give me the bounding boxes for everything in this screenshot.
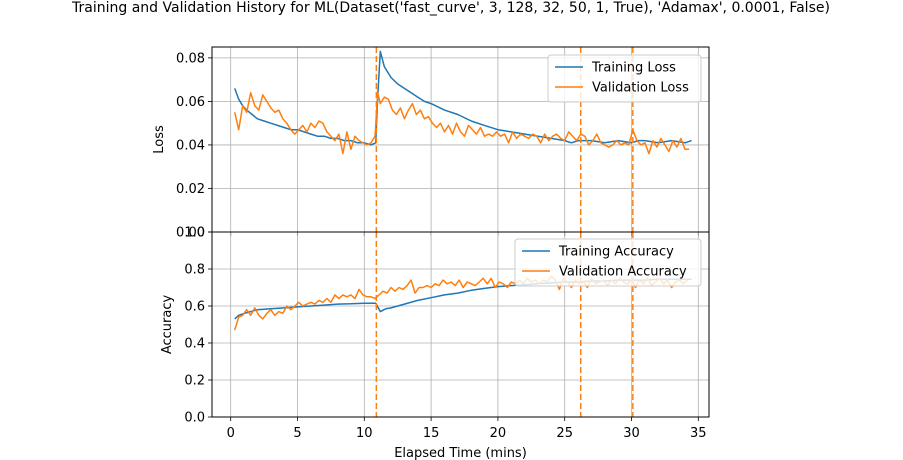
x-tick-label: 5 <box>293 426 301 441</box>
x-tick-label: 30 <box>623 426 640 441</box>
legend-label: Training Accuracy <box>558 245 674 260</box>
y-tick-label: 0.0 <box>184 411 205 426</box>
chart-title: Training and Validation History for ML(D… <box>71 0 830 16</box>
x-axis-label: Elapsed Time (mins) <box>394 446 527 460</box>
y-tick-label: 0.4 <box>184 337 205 352</box>
legend-label: Validation Accuracy <box>559 265 687 280</box>
x-tick-label: 20 <box>490 426 507 441</box>
legend-box <box>514 238 702 287</box>
x-tick-label: 25 <box>556 426 573 441</box>
x-tick-label: 15 <box>423 426 440 441</box>
training-loss-line <box>233 50 692 146</box>
loss-panel: 0.00 0.02 0.04 0.06 0.08 Loss Training Loss Val… <box>152 46 710 241</box>
y-tick-label: 0.08 <box>176 51 205 66</box>
y-tick-label: 0.00 <box>176 226 205 241</box>
legend-box <box>547 54 702 103</box>
y-tick-label: 0.02 <box>176 182 205 197</box>
y-tick-label: 1.0 <box>184 226 205 241</box>
axes-frame <box>211 231 710 418</box>
y-tick-label: 0.04 <box>176 138 205 153</box>
y-tick-label: 0.2 <box>184 374 205 389</box>
legend-label: Training Loss <box>591 61 676 76</box>
legend-label: Validation Loss <box>592 81 689 96</box>
y-tick-label: 0.6 <box>184 300 205 315</box>
x-tick-label: 10 <box>356 426 373 441</box>
validation-loss-line <box>233 91 689 155</box>
y-axis-label: Loss <box>152 125 167 154</box>
y-tick-label: 0.06 <box>176 95 205 110</box>
accuracy-panel: 0.0 0.2 0.4 0.6 0.8 1.0 0 5 10 15 20 25 30 35 Accuracy… <box>160 226 710 460</box>
x-tick-label: 35 <box>690 426 707 441</box>
x-tick-label: 0 <box>227 426 235 441</box>
y-tick-label: 0.8 <box>184 263 205 278</box>
y-axis-label: Accuracy <box>160 295 175 355</box>
